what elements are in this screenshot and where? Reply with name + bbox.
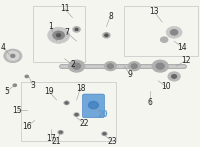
Text: 15: 15 bbox=[12, 106, 22, 115]
Circle shape bbox=[7, 51, 19, 60]
Circle shape bbox=[161, 37, 168, 42]
Bar bbox=[21, 82, 116, 141]
Circle shape bbox=[88, 101, 98, 109]
Text: 17: 17 bbox=[46, 134, 55, 143]
Text: 12: 12 bbox=[181, 56, 191, 65]
Circle shape bbox=[64, 101, 70, 105]
Circle shape bbox=[13, 84, 16, 86]
Circle shape bbox=[48, 27, 70, 43]
Circle shape bbox=[53, 31, 65, 40]
Text: 14: 14 bbox=[177, 42, 187, 52]
Circle shape bbox=[107, 64, 113, 68]
Circle shape bbox=[131, 64, 137, 68]
Bar bbox=[124, 6, 198, 56]
Text: 19: 19 bbox=[44, 87, 53, 96]
Text: 10: 10 bbox=[161, 82, 171, 91]
Text: 3: 3 bbox=[30, 81, 35, 90]
Circle shape bbox=[65, 102, 68, 104]
Circle shape bbox=[4, 49, 22, 62]
Circle shape bbox=[156, 63, 164, 69]
Text: 7: 7 bbox=[64, 28, 69, 37]
Circle shape bbox=[25, 75, 28, 78]
Text: 21: 21 bbox=[52, 137, 61, 146]
Circle shape bbox=[166, 26, 182, 38]
Text: 4: 4 bbox=[0, 42, 5, 52]
Text: 20: 20 bbox=[97, 110, 108, 119]
Text: 6: 6 bbox=[148, 98, 153, 107]
Circle shape bbox=[11, 54, 15, 57]
Circle shape bbox=[172, 75, 177, 78]
Circle shape bbox=[74, 112, 80, 117]
Circle shape bbox=[103, 33, 110, 38]
Text: 2: 2 bbox=[70, 60, 75, 69]
Circle shape bbox=[58, 130, 64, 135]
Text: 22: 22 bbox=[80, 119, 89, 128]
Circle shape bbox=[105, 34, 108, 36]
Circle shape bbox=[69, 60, 85, 72]
FancyBboxPatch shape bbox=[83, 94, 104, 118]
Circle shape bbox=[75, 28, 78, 30]
Circle shape bbox=[171, 30, 178, 35]
Circle shape bbox=[59, 131, 62, 133]
Circle shape bbox=[101, 132, 107, 136]
Text: 5: 5 bbox=[4, 87, 9, 96]
Circle shape bbox=[103, 133, 106, 135]
Text: 1: 1 bbox=[48, 22, 53, 31]
Circle shape bbox=[75, 114, 78, 116]
Circle shape bbox=[152, 60, 168, 72]
Text: 18: 18 bbox=[76, 84, 85, 93]
Circle shape bbox=[57, 34, 61, 37]
Circle shape bbox=[168, 72, 180, 81]
Bar bbox=[33, 6, 85, 62]
Circle shape bbox=[128, 62, 140, 71]
Circle shape bbox=[104, 62, 116, 71]
Text: 13: 13 bbox=[149, 7, 159, 16]
Circle shape bbox=[73, 63, 81, 69]
Text: 9: 9 bbox=[128, 70, 133, 80]
Text: 23: 23 bbox=[108, 137, 117, 146]
Text: 16: 16 bbox=[22, 122, 32, 131]
Text: 8: 8 bbox=[108, 12, 113, 21]
Circle shape bbox=[73, 27, 80, 32]
Text: 11: 11 bbox=[60, 4, 69, 13]
